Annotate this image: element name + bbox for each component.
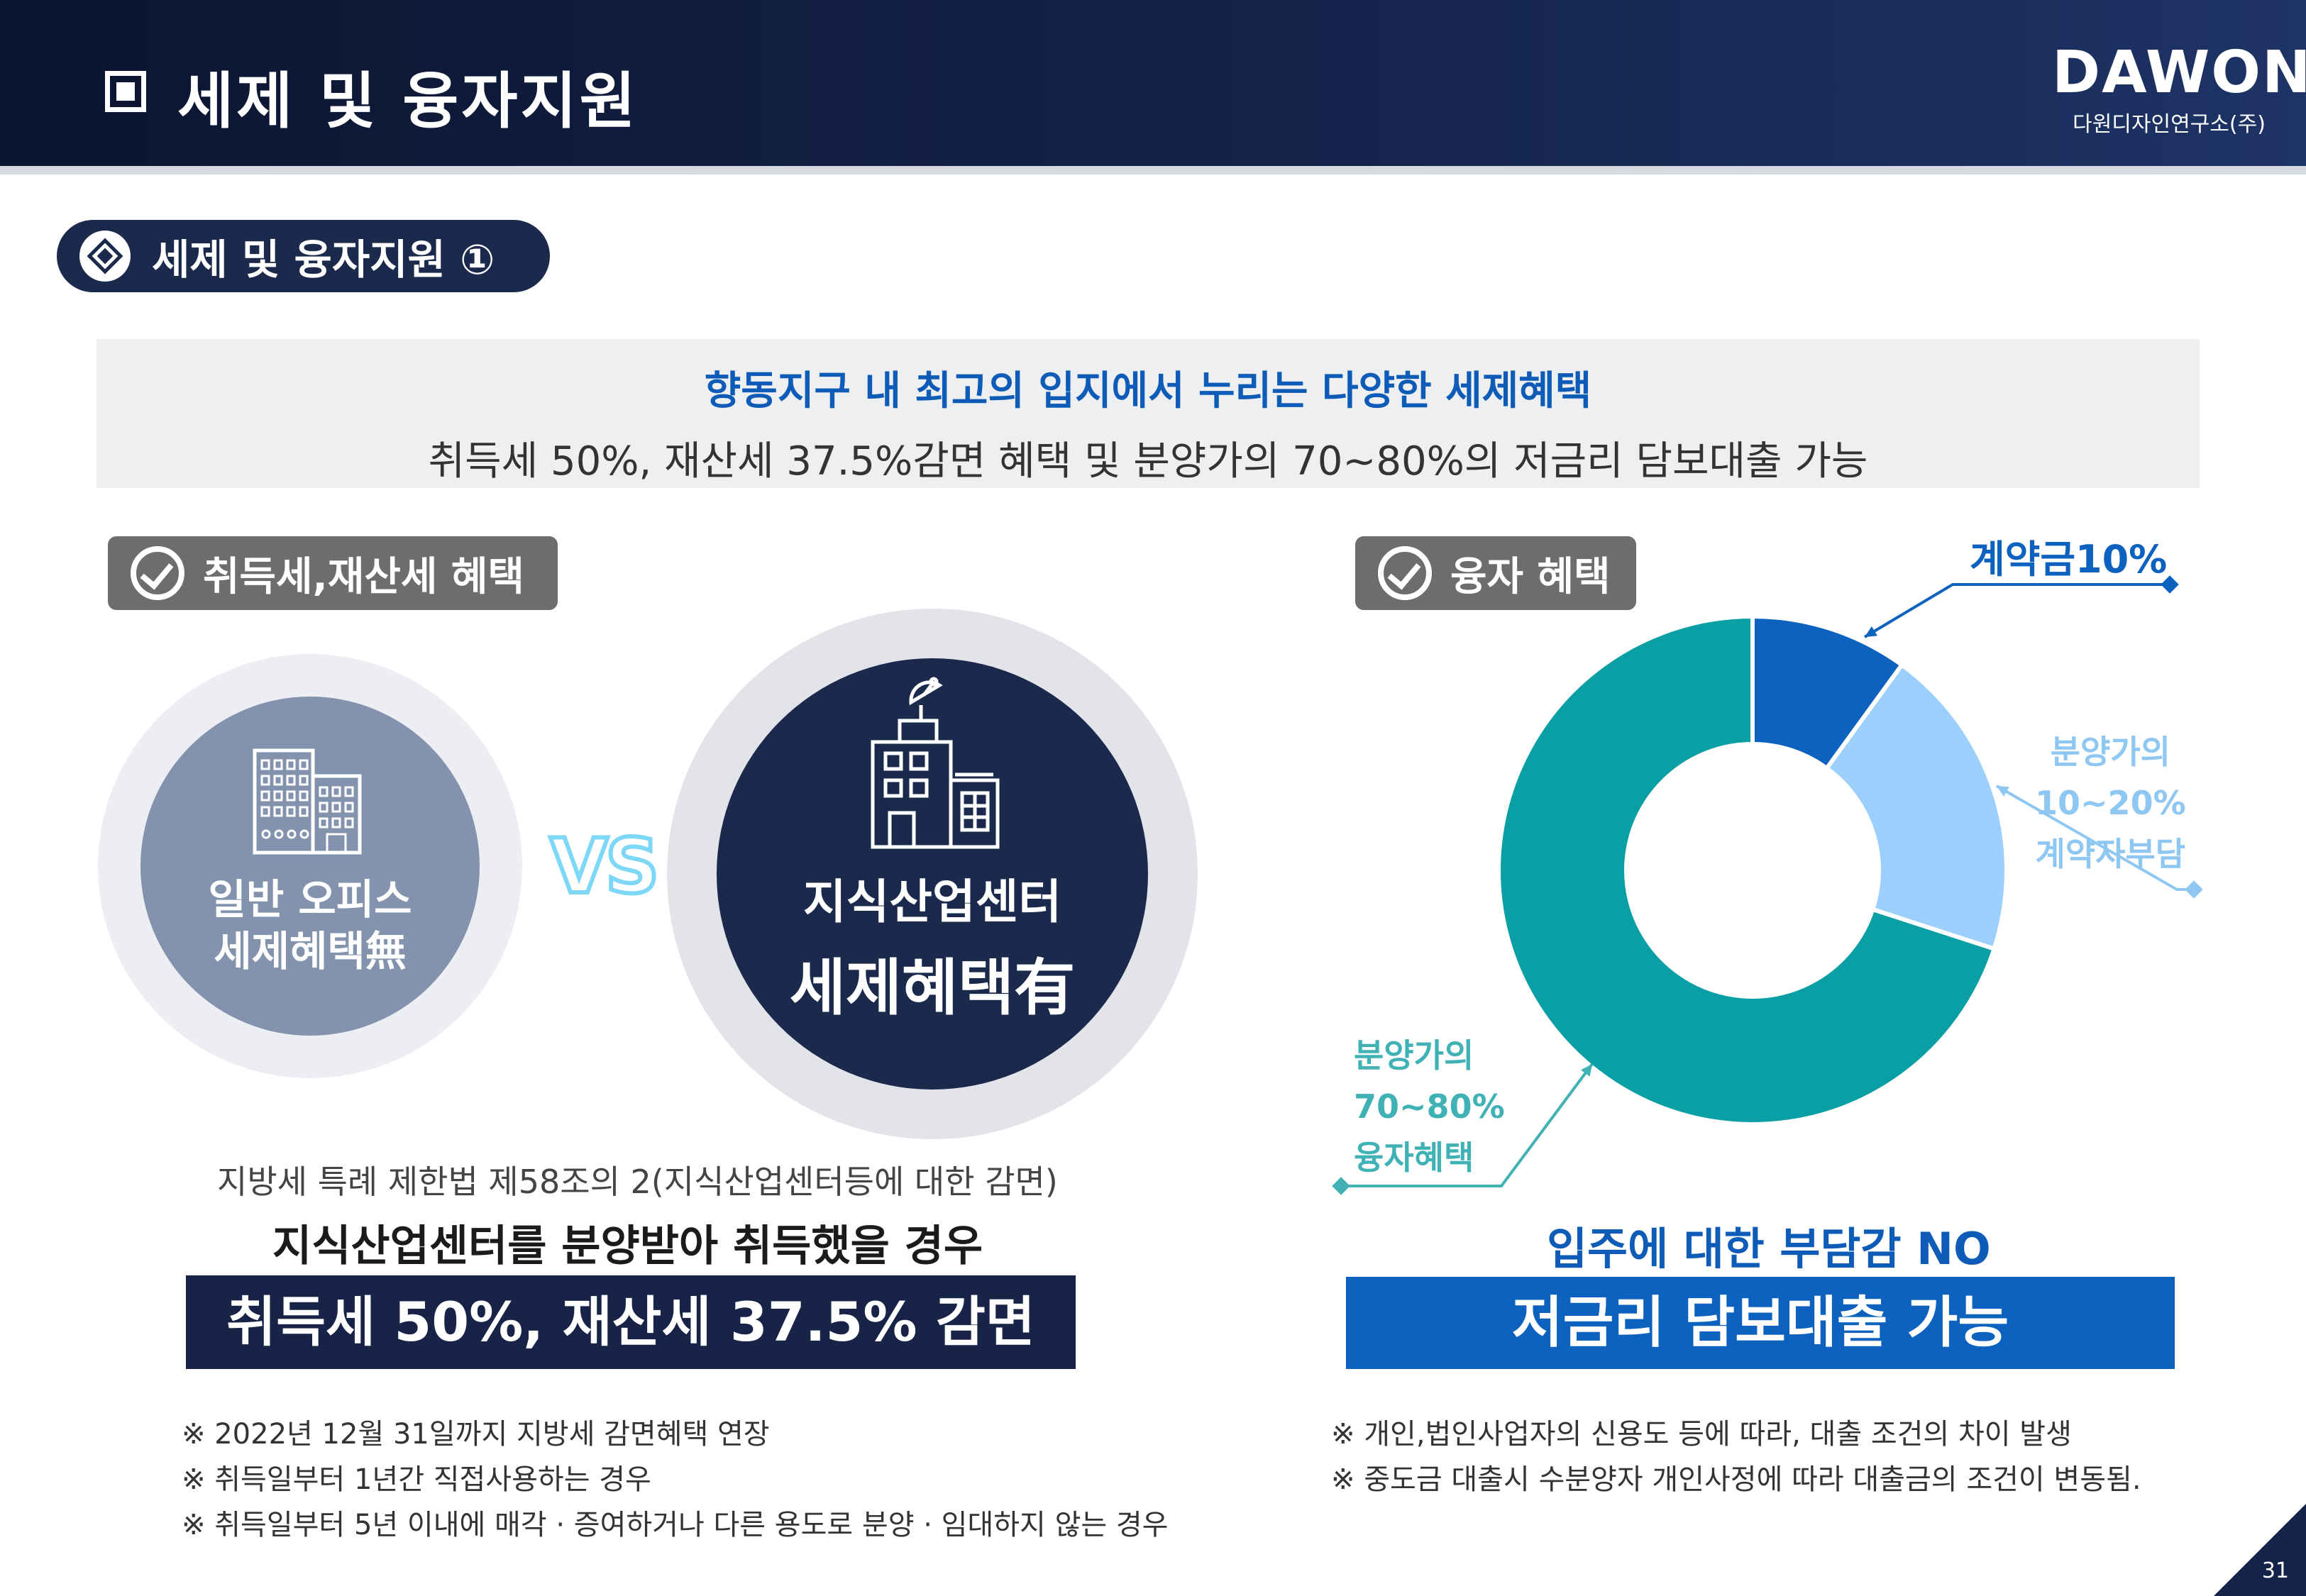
loan-benefit-tag-label: 융자 혜택: [1450, 553, 1611, 600]
loan-benefit-bar: 저금리 담보대출 가능: [1346, 1277, 2175, 1369]
vs-label: VS: [548, 821, 661, 912]
leader-arrow-loan: [1581, 1064, 1592, 1077]
tax-note: ※ 취득일부터 1년간 직접사용하는 경우: [182, 1463, 651, 1496]
slice-label-buyer-share: 분양가의 10~20% 계약자부담: [2035, 726, 2186, 880]
leader-line-deposit: [1863, 583, 2170, 638]
diamond-icon: [79, 231, 131, 282]
slice-label-line: 분양가의: [2050, 733, 2170, 771]
office-label: 일반 오피스: [208, 875, 412, 924]
title-square-icon: [105, 71, 146, 112]
loan-benefit-tag: 융자 혜택: [1355, 536, 1636, 610]
donut-slice-buyer-share: [1824, 662, 2009, 952]
slice-label-line: 융자혜택: [1354, 1138, 1474, 1177]
slice-label-line: 70~80%: [1354, 1087, 1505, 1126]
leader-arrow-buyer-share: [1997, 786, 2009, 797]
donut-slice-loan: [1496, 614, 1997, 1126]
slice-label-line: 10~20%: [2035, 784, 2186, 822]
tax-note: ※ 2022년 12월 31일까지 지방세 감면혜택 연장: [182, 1418, 770, 1451]
banner-subline: 취득세 50%, 재산세 37.5%감면 혜택 및 분양가의 70~80%의 저…: [428, 438, 1868, 484]
condition-text: 지식산업센터를 분양받아 취득했을 경우: [272, 1221, 983, 1271]
leader-line-loan: [1341, 1063, 1594, 1187]
office-building-icon: [253, 748, 362, 855]
center-benefit-label: 세제혜택有: [789, 953, 1076, 1024]
tax-note: ※ 취득일부터 5년 이내에 매각 · 증여하거나 다른 용도로 분양 · 임대…: [182, 1509, 1169, 1541]
company-logo: DAWON 다원디자인연구소(주): [2052, 39, 2306, 138]
knowledge-center-building-icon: [871, 677, 1000, 849]
check-circle-icon: [1378, 546, 1432, 600]
summary-banner: 향동지구 내 최고의 입지에서 누리는 다양한 세제혜택 취득세 50%, 재산…: [96, 339, 2200, 488]
leader-dot-buyer-share: [2185, 880, 2203, 899]
banner-headline: 향동지구 내 최고의 입지에서 누리는 다양한 세제혜택: [704, 368, 1592, 414]
no-burden-text: 입주에 대한 부담감 NO: [1547, 1223, 1991, 1275]
header-divider: [0, 166, 2306, 174]
slice-label-deposit: 계약금10%: [1970, 528, 2167, 584]
slice-label-loan: 분양가의 70~80% 융자혜택: [1354, 1030, 1505, 1183]
slice-label-line: 분양가의: [1354, 1036, 1474, 1075]
leader-dot-loan: [1332, 1177, 1350, 1195]
center-label: 지식산업센터: [802, 875, 1062, 929]
check-circle-icon: [131, 546, 184, 600]
tax-benefit-tag: 취득세,재산세 혜택: [108, 536, 558, 610]
center-circle: 지식산업센터 세제혜택有: [717, 658, 1148, 1090]
logo-wordmark: DAWON: [2052, 39, 2306, 106]
page-number: 31: [2261, 1558, 2289, 1583]
header-bar: [0, 0, 2306, 166]
slice-label-line: 계약자부담: [2035, 835, 2186, 873]
leader-arrow-deposit: [1865, 626, 1877, 637]
page-title: 세제 및 융자지원: [177, 66, 639, 137]
section-label: 세제 및 융자지원 ①: [152, 235, 495, 284]
loan-notes: ※ 개인,법인사업자의 신용도 등에 따라, 대출 조건의 차이 발생 ※ 중도…: [1331, 1412, 2141, 1502]
office-circle: 일반 오피스 세제혜택無: [140, 697, 480, 1036]
section-heading: 세제 및 융자지원 ①: [57, 220, 550, 292]
office-benefit-label: 세제혜택無: [214, 926, 407, 975]
slice-label-line: 계약금10%: [1970, 537, 2168, 582]
loan-note: ※ 중도금 대출시 수분양자 개인사정에 따라 대출금의 조건이 변동됨.: [1331, 1463, 2141, 1496]
tax-benefit-bar: 취득세 50%, 재산세 37.5% 감면: [186, 1275, 1076, 1369]
tax-benefit-tag-label: 취득세,재산세 혜택: [203, 553, 524, 600]
logo-company-name: 다원디자인연구소(주): [2073, 112, 2266, 137]
loan-note: ※ 개인,법인사업자의 신용도 등에 따라, 대출 조건의 차이 발생: [1331, 1418, 2072, 1451]
tax-notes: ※ 2022년 12월 31일까지 지방세 감면혜택 연장 ※ 취득일부터 1년…: [182, 1412, 1169, 1548]
law-reference: 지방세 특례 제한법 제58조의 2(지식산업센터등에 대한 감면): [217, 1163, 1058, 1201]
